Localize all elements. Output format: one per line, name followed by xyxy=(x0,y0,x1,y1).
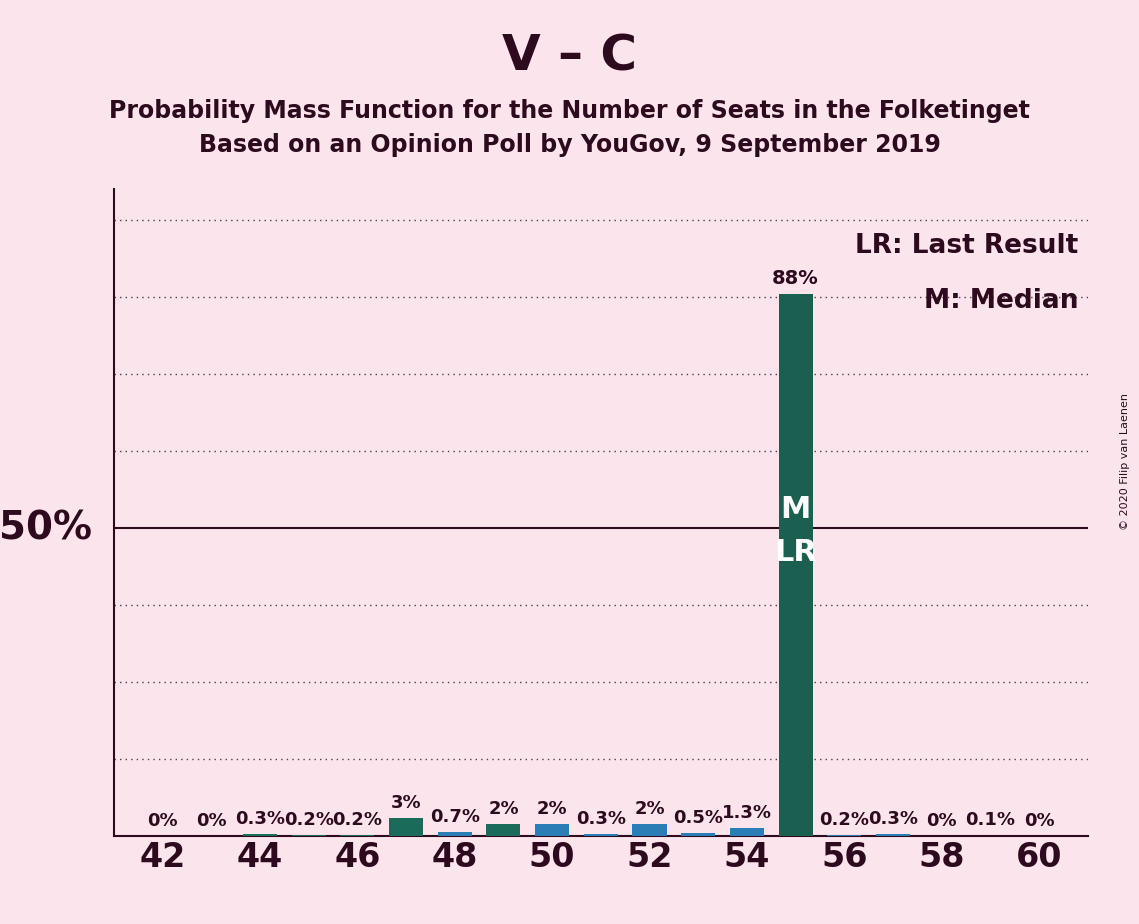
Text: 0.5%: 0.5% xyxy=(673,809,723,827)
Text: 88%: 88% xyxy=(772,269,819,288)
Text: 2%: 2% xyxy=(489,800,518,818)
Bar xyxy=(876,834,910,836)
Text: 0.2%: 0.2% xyxy=(284,811,334,829)
Text: 0%: 0% xyxy=(926,812,957,830)
Text: 0%: 0% xyxy=(147,812,178,830)
Bar xyxy=(486,824,521,836)
Text: Probability Mass Function for the Number of Seats in the Folketinget: Probability Mass Function for the Number… xyxy=(109,99,1030,123)
Text: 2%: 2% xyxy=(634,800,665,818)
Text: 50%: 50% xyxy=(0,509,92,547)
Bar xyxy=(681,833,715,836)
Text: LR: Last Result: LR: Last Result xyxy=(854,233,1077,259)
Text: 3%: 3% xyxy=(391,794,421,811)
Text: V – C: V – C xyxy=(502,32,637,80)
Text: © 2020 Filip van Laenen: © 2020 Filip van Laenen xyxy=(1121,394,1130,530)
Bar xyxy=(390,818,423,836)
Bar xyxy=(292,835,326,836)
Bar xyxy=(341,835,375,836)
Bar xyxy=(243,834,277,836)
Bar xyxy=(535,824,570,836)
Text: M: M xyxy=(780,495,811,524)
Text: 0.2%: 0.2% xyxy=(819,811,869,829)
Text: Based on an Opinion Poll by YouGov, 9 September 2019: Based on an Opinion Poll by YouGov, 9 Se… xyxy=(198,133,941,157)
Text: 0.3%: 0.3% xyxy=(576,810,625,828)
Text: 0%: 0% xyxy=(196,812,227,830)
Bar xyxy=(827,835,861,836)
Bar xyxy=(779,294,812,836)
Text: LR: LR xyxy=(775,539,817,567)
Bar xyxy=(730,828,764,836)
Text: 0.2%: 0.2% xyxy=(333,811,383,829)
Bar xyxy=(632,824,666,836)
Bar xyxy=(437,832,472,836)
Text: 0%: 0% xyxy=(1024,812,1055,830)
Text: 0.3%: 0.3% xyxy=(868,810,918,828)
Text: M: Median: M: Median xyxy=(924,288,1077,314)
Bar xyxy=(584,834,617,836)
Text: 2%: 2% xyxy=(536,800,567,818)
Text: 0.7%: 0.7% xyxy=(429,808,480,826)
Text: 1.3%: 1.3% xyxy=(722,804,772,822)
Text: 0.3%: 0.3% xyxy=(235,810,285,828)
Text: 0.1%: 0.1% xyxy=(966,811,1015,830)
